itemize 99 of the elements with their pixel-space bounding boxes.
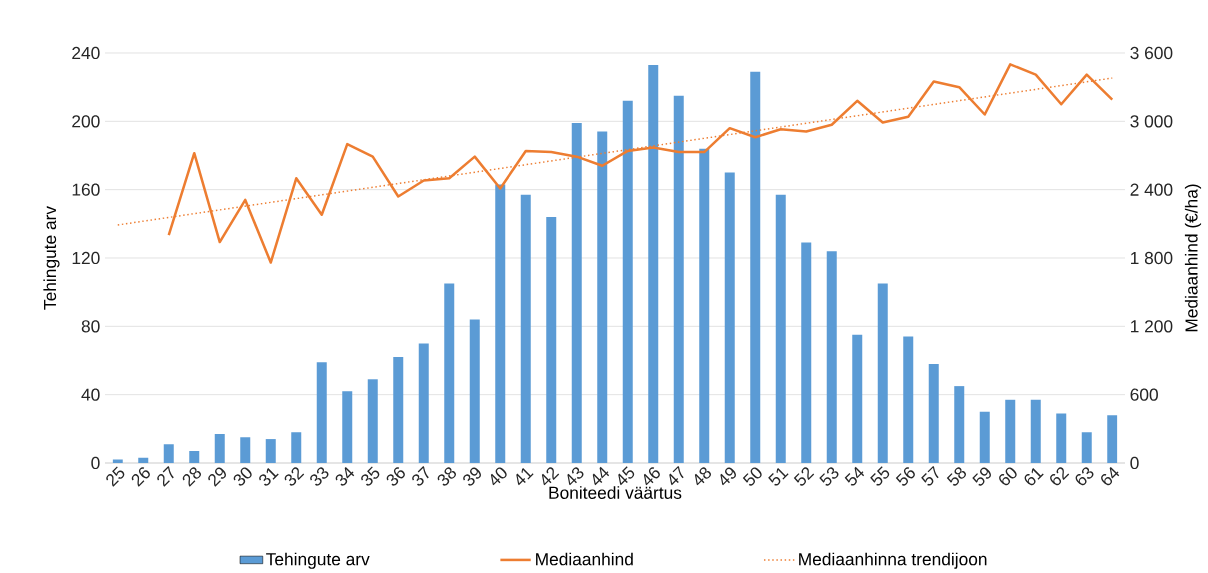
y-tick-label: 40 bbox=[81, 388, 100, 402]
bar bbox=[979, 411, 990, 464]
x-tick-label: 35 bbox=[361, 466, 380, 486]
y2-axis-title: Mediaanhind (€/ha) bbox=[1184, 184, 1202, 332]
bar bbox=[622, 101, 633, 464]
x-tick-label: 61 bbox=[1024, 468, 1044, 486]
legend-label: Tehingute arv bbox=[266, 552, 370, 570]
x-tick-label: 31 bbox=[259, 468, 279, 486]
x-tick-label: 64 bbox=[1101, 467, 1120, 486]
y-tick-label: 0 bbox=[91, 457, 100, 470]
legend-label: Mediaanhinna trendijoon bbox=[799, 552, 987, 570]
bar bbox=[826, 251, 837, 464]
bar bbox=[163, 444, 174, 464]
x-tick-label: 41 bbox=[516, 468, 534, 486]
x-tick-label: 26 bbox=[131, 467, 150, 488]
bar bbox=[852, 335, 863, 464]
x-tick-label: 50 bbox=[742, 467, 762, 486]
y2-tick-label: 3 600 bbox=[1130, 47, 1173, 60]
y-tick-label: 200 bbox=[72, 115, 100, 128]
x-tick-label: 33 bbox=[310, 467, 329, 486]
x-tick-label: 44 bbox=[592, 467, 610, 486]
x-tick-label: 55 bbox=[870, 466, 890, 486]
x-tick-label: 56 bbox=[895, 467, 915, 486]
bar bbox=[648, 65, 659, 464]
x-tick-label: 62 bbox=[1050, 467, 1070, 486]
y2-tick-label: 0 bbox=[1130, 457, 1139, 470]
x-tick-label: 58 bbox=[946, 467, 967, 486]
x-tick-label: 54 bbox=[844, 467, 865, 486]
bar bbox=[469, 319, 480, 464]
x-tick-label: 28 bbox=[182, 467, 202, 488]
y2-tick-label: 1 200 bbox=[1131, 320, 1173, 333]
x-tick-label: 49 bbox=[720, 467, 736, 486]
x-tick-label: 59 bbox=[972, 467, 991, 486]
bar bbox=[214, 434, 225, 464]
x-tick-label: 32 bbox=[284, 467, 305, 486]
x-tick-label: 53 bbox=[819, 467, 839, 486]
y-tick-label: 160 bbox=[72, 183, 100, 197]
bar bbox=[495, 184, 506, 464]
x-tick-label: 30 bbox=[233, 467, 252, 486]
bar bbox=[189, 451, 200, 464]
x-tick-label: 40 bbox=[490, 467, 507, 486]
bar bbox=[801, 242, 812, 464]
bar bbox=[597, 131, 608, 464]
x-tick-label: 60 bbox=[999, 467, 1017, 486]
y2-tick-label: 600 bbox=[1130, 388, 1158, 402]
y-tick-label: 120 bbox=[72, 252, 100, 265]
x-tick-label: 36 bbox=[386, 467, 405, 486]
x-axis-title: Boniteedi väärtus bbox=[549, 486, 682, 500]
x-tick-label: 27 bbox=[157, 466, 174, 488]
bar bbox=[750, 72, 761, 464]
bar bbox=[877, 283, 888, 464]
bar bbox=[265, 439, 276, 464]
bar bbox=[699, 148, 710, 464]
x-tick-label: 48 bbox=[694, 467, 712, 486]
bar bbox=[903, 336, 914, 464]
x-tick-label: 51 bbox=[768, 468, 789, 486]
bar bbox=[1081, 432, 1092, 464]
x-tick-label: 46 bbox=[643, 467, 660, 486]
bar bbox=[316, 362, 327, 464]
bar bbox=[291, 432, 302, 464]
y2-tick-label: 2 400 bbox=[1130, 183, 1173, 197]
x-tick-label: 45 bbox=[618, 466, 635, 486]
x-tick-label: 34 bbox=[335, 467, 355, 486]
bar bbox=[138, 458, 149, 464]
x-tick-label: 47 bbox=[669, 466, 684, 486]
bar bbox=[418, 343, 429, 464]
y2-tick-label: 1 800 bbox=[1131, 252, 1173, 265]
bar bbox=[954, 386, 965, 464]
x-tick-label: 38 bbox=[437, 467, 457, 486]
bar bbox=[775, 195, 786, 464]
bar bbox=[342, 391, 353, 464]
x-tick-label: 43 bbox=[567, 467, 584, 486]
bar bbox=[393, 357, 404, 464]
y2-tick-label: 3 000 bbox=[1130, 115, 1173, 128]
bar bbox=[571, 123, 582, 464]
bar bbox=[928, 364, 939, 464]
x-tick-label: 63 bbox=[1075, 467, 1094, 486]
bar bbox=[520, 195, 531, 464]
bar bbox=[1107, 415, 1118, 464]
x-tick-label: 25 bbox=[106, 466, 125, 488]
bar bbox=[444, 283, 455, 464]
x-tick-label: 29 bbox=[208, 467, 226, 488]
x-tick-label: 42 bbox=[541, 467, 560, 486]
bar bbox=[546, 217, 557, 464]
legend-label: Mediaanhind bbox=[536, 552, 633, 566]
x-tick-label: 39 bbox=[463, 467, 481, 486]
bar bbox=[240, 437, 251, 464]
bar bbox=[1005, 400, 1016, 464]
x-tick-label: 52 bbox=[793, 467, 815, 486]
bar bbox=[1030, 400, 1041, 464]
x-tick-label: 37 bbox=[412, 466, 429, 486]
y-tick-label: 80 bbox=[81, 320, 100, 333]
y-tick-label: 240 bbox=[72, 47, 100, 60]
bar bbox=[1056, 413, 1067, 464]
bar bbox=[367, 379, 378, 464]
x-tick-label: 57 bbox=[921, 466, 939, 486]
bar bbox=[724, 172, 735, 464]
y-axis-title: Tehingute arv bbox=[43, 206, 60, 310]
bar bbox=[673, 95, 684, 464]
